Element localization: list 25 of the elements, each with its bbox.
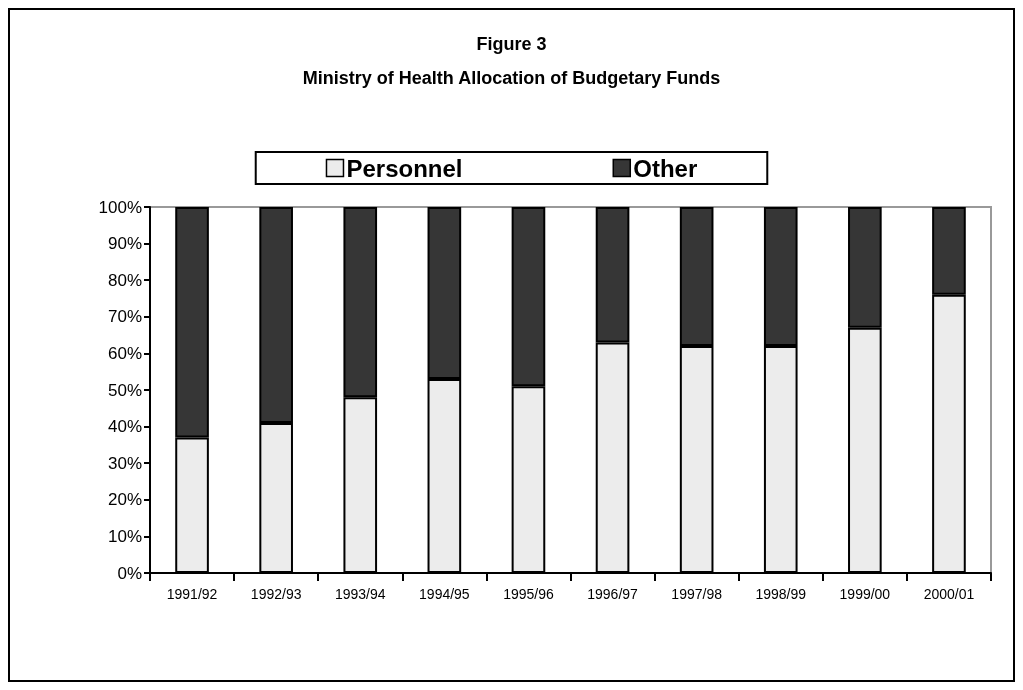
x-tick-label: 1994/95 bbox=[419, 586, 470, 602]
y-tick-label: 60% bbox=[107, 343, 142, 363]
x-tick-label: 1996/97 bbox=[587, 586, 639, 602]
x-tick-label: 1995/96 bbox=[503, 586, 554, 602]
y-tick-label: 30% bbox=[107, 453, 142, 473]
x-tick-label: 1992/93 bbox=[250, 586, 302, 602]
y-tick-label: 70% bbox=[107, 307, 142, 327]
x-tick-label: 2000/01 bbox=[923, 586, 975, 602]
x-tick-label: 1997/98 bbox=[671, 586, 723, 602]
legend-label: Personnel bbox=[346, 154, 463, 182]
chart-subtitle: Ministry of Health Allocation of Budgetary Funds bbox=[302, 68, 721, 88]
x-tick-label: 1998/99 bbox=[755, 586, 807, 602]
y-tick-label: 0% bbox=[117, 563, 142, 583]
x-tick-label: 1993/94 bbox=[334, 586, 386, 602]
y-tick-label: 90% bbox=[107, 234, 142, 254]
legend-label: Other bbox=[633, 154, 698, 182]
y-tick-label: 80% bbox=[107, 270, 142, 290]
y-tick-label: 100% bbox=[98, 197, 142, 217]
y-tick-label: 50% bbox=[107, 380, 142, 400]
y-tick-label: 40% bbox=[107, 417, 142, 437]
y-tick-label: 10% bbox=[107, 526, 142, 546]
x-tick-label: 1991/92 bbox=[166, 586, 218, 602]
x-tick-label: 1999/00 bbox=[839, 586, 891, 602]
y-tick-label: 20% bbox=[107, 490, 142, 510]
chart-title: Figure 3 bbox=[476, 34, 547, 54]
